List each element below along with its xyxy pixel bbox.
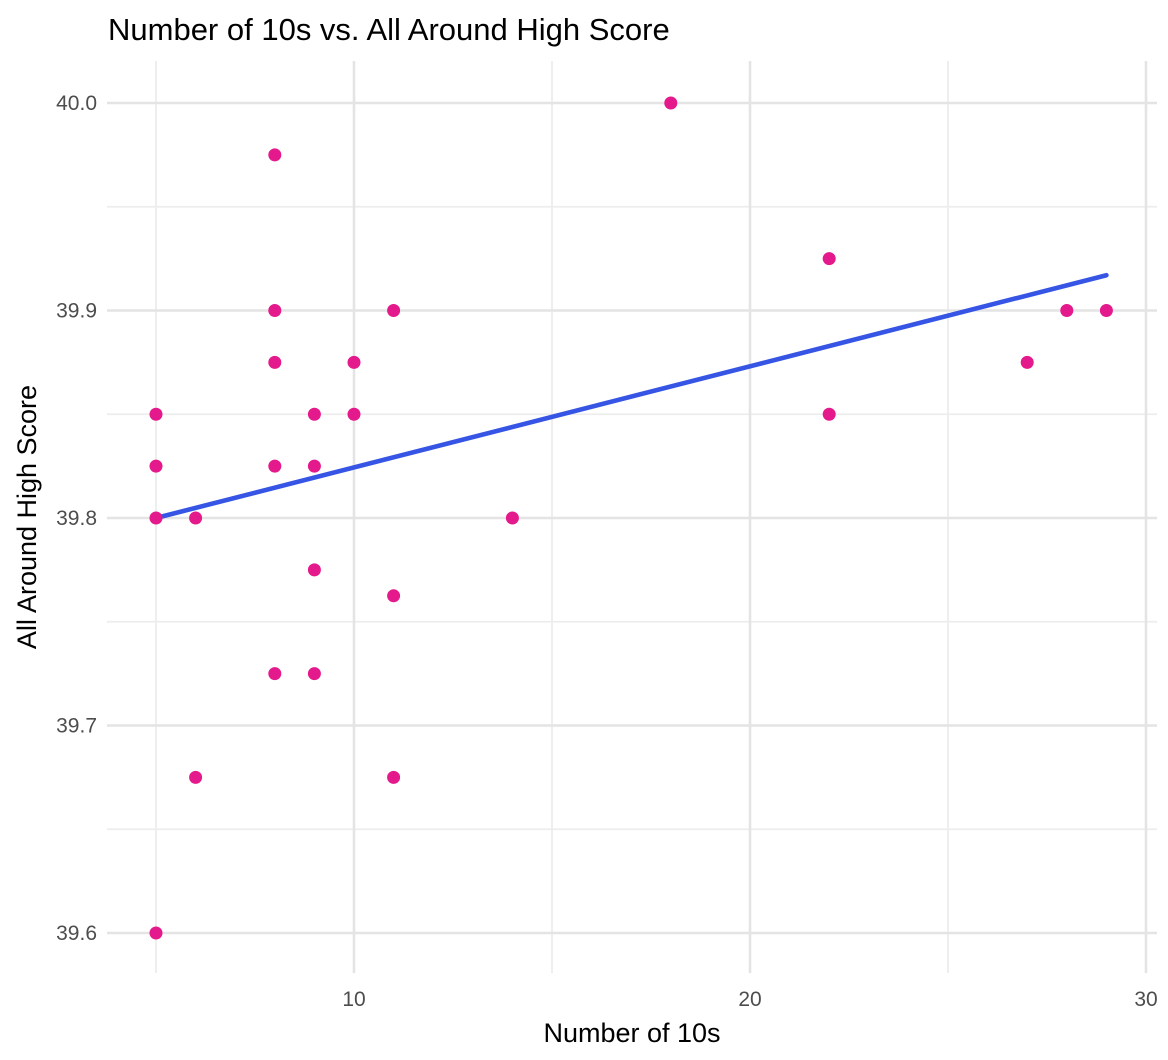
data-point — [268, 148, 282, 162]
data-point — [822, 407, 836, 421]
x-tick-label: 10 — [342, 988, 365, 1011]
data-point — [149, 511, 163, 525]
data-point — [505, 511, 519, 525]
data-point — [822, 252, 836, 266]
data-point — [1020, 355, 1034, 369]
gridlines-major — [107, 61, 1157, 973]
data-point — [307, 407, 321, 421]
x-tick-labels: 10 20 30 — [342, 988, 1157, 1011]
data-point — [307, 667, 321, 681]
data-point — [307, 459, 321, 473]
data-point — [347, 407, 361, 421]
data-point — [387, 303, 401, 317]
data-point — [664, 96, 678, 110]
y-tick-label: 40.0 — [56, 92, 97, 115]
data-point — [149, 407, 163, 421]
y-tick-label: 39.8 — [56, 507, 97, 530]
x-tick-label: 30 — [1134, 988, 1157, 1011]
data-point — [149, 926, 163, 940]
data-point — [1099, 303, 1113, 317]
data-point — [347, 355, 361, 369]
data-point — [268, 303, 282, 317]
trend-layer — [153, 272, 1109, 521]
points-layer — [149, 96, 1113, 940]
data-point — [307, 563, 321, 577]
y-tick-label: 39.9 — [56, 299, 97, 322]
chart-title: Number of 10s vs. All Around High Score — [108, 12, 670, 47]
x-tick-label: 20 — [738, 988, 761, 1011]
y-tick-labels: 39.6 39.7 39.8 39.9 40.0 — [56, 92, 97, 945]
data-point — [268, 459, 282, 473]
y-axis-title: All Around High Score — [12, 385, 42, 649]
data-point — [189, 511, 203, 525]
gridlines-minor — [107, 61, 1157, 973]
x-axis-title: Number of 10s — [543, 1018, 720, 1048]
y-tick-label: 39.7 — [56, 714, 97, 737]
data-point — [268, 667, 282, 681]
data-point — [387, 770, 401, 784]
data-point — [268, 355, 282, 369]
y-tick-label: 39.6 — [56, 922, 97, 945]
data-point — [149, 459, 163, 473]
trend-line — [153, 272, 1109, 521]
data-point — [189, 770, 203, 784]
data-point — [387, 589, 401, 603]
data-point — [1060, 303, 1074, 317]
